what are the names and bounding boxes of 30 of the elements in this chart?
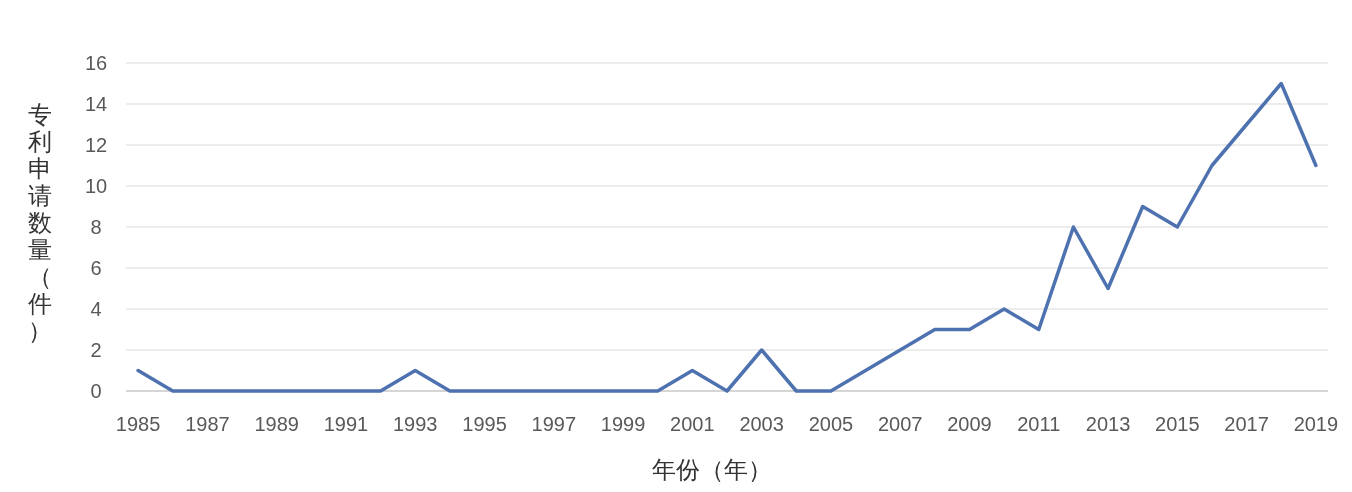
y-tick-label: 10 [84,175,108,197]
x-axis-title: 年份（年） [652,456,772,483]
x-tick-label: 2007 [877,413,923,435]
x-tick-label: 1993 [392,413,438,435]
y-tick-label: 12 [84,134,108,156]
line-series [136,81,1318,393]
x-tick-label: 2019 [1293,413,1339,435]
x-tick-label: 1991 [323,413,369,435]
text: 专利申请数量（件） [28,101,52,344]
x-tick-label: 2001 [670,413,715,435]
x-tick-label: 2003 [739,413,784,435]
x-tick-label: 2011 [1017,413,1061,435]
x-tick-label: 1989 [254,413,299,435]
y-tick-label: 16 [84,52,108,74]
y-tick-label: 0 [90,380,102,402]
x-tick-label: 2009 [947,413,992,435]
y-tick-label: 2 [90,339,102,361]
x-tick-label: 1987 [185,413,230,435]
y-tick-label: 8 [90,216,102,238]
x-tick-label: 1997 [531,413,577,435]
x-tick-label: 2005 [808,413,854,435]
x-tick-label: 1985 [115,413,161,435]
y-tick-label: 14 [84,93,108,115]
x-tick-label: 1999 [600,413,646,435]
y-tick-label: 6 [90,257,102,279]
x-tick-label: 1995 [462,413,507,435]
x-tick-label: 2017 [1224,413,1269,435]
y-tick-label: 4 [90,298,102,320]
x-tick-label: 2013 [1085,413,1131,435]
x-tick-label: 2015 [1155,413,1200,435]
